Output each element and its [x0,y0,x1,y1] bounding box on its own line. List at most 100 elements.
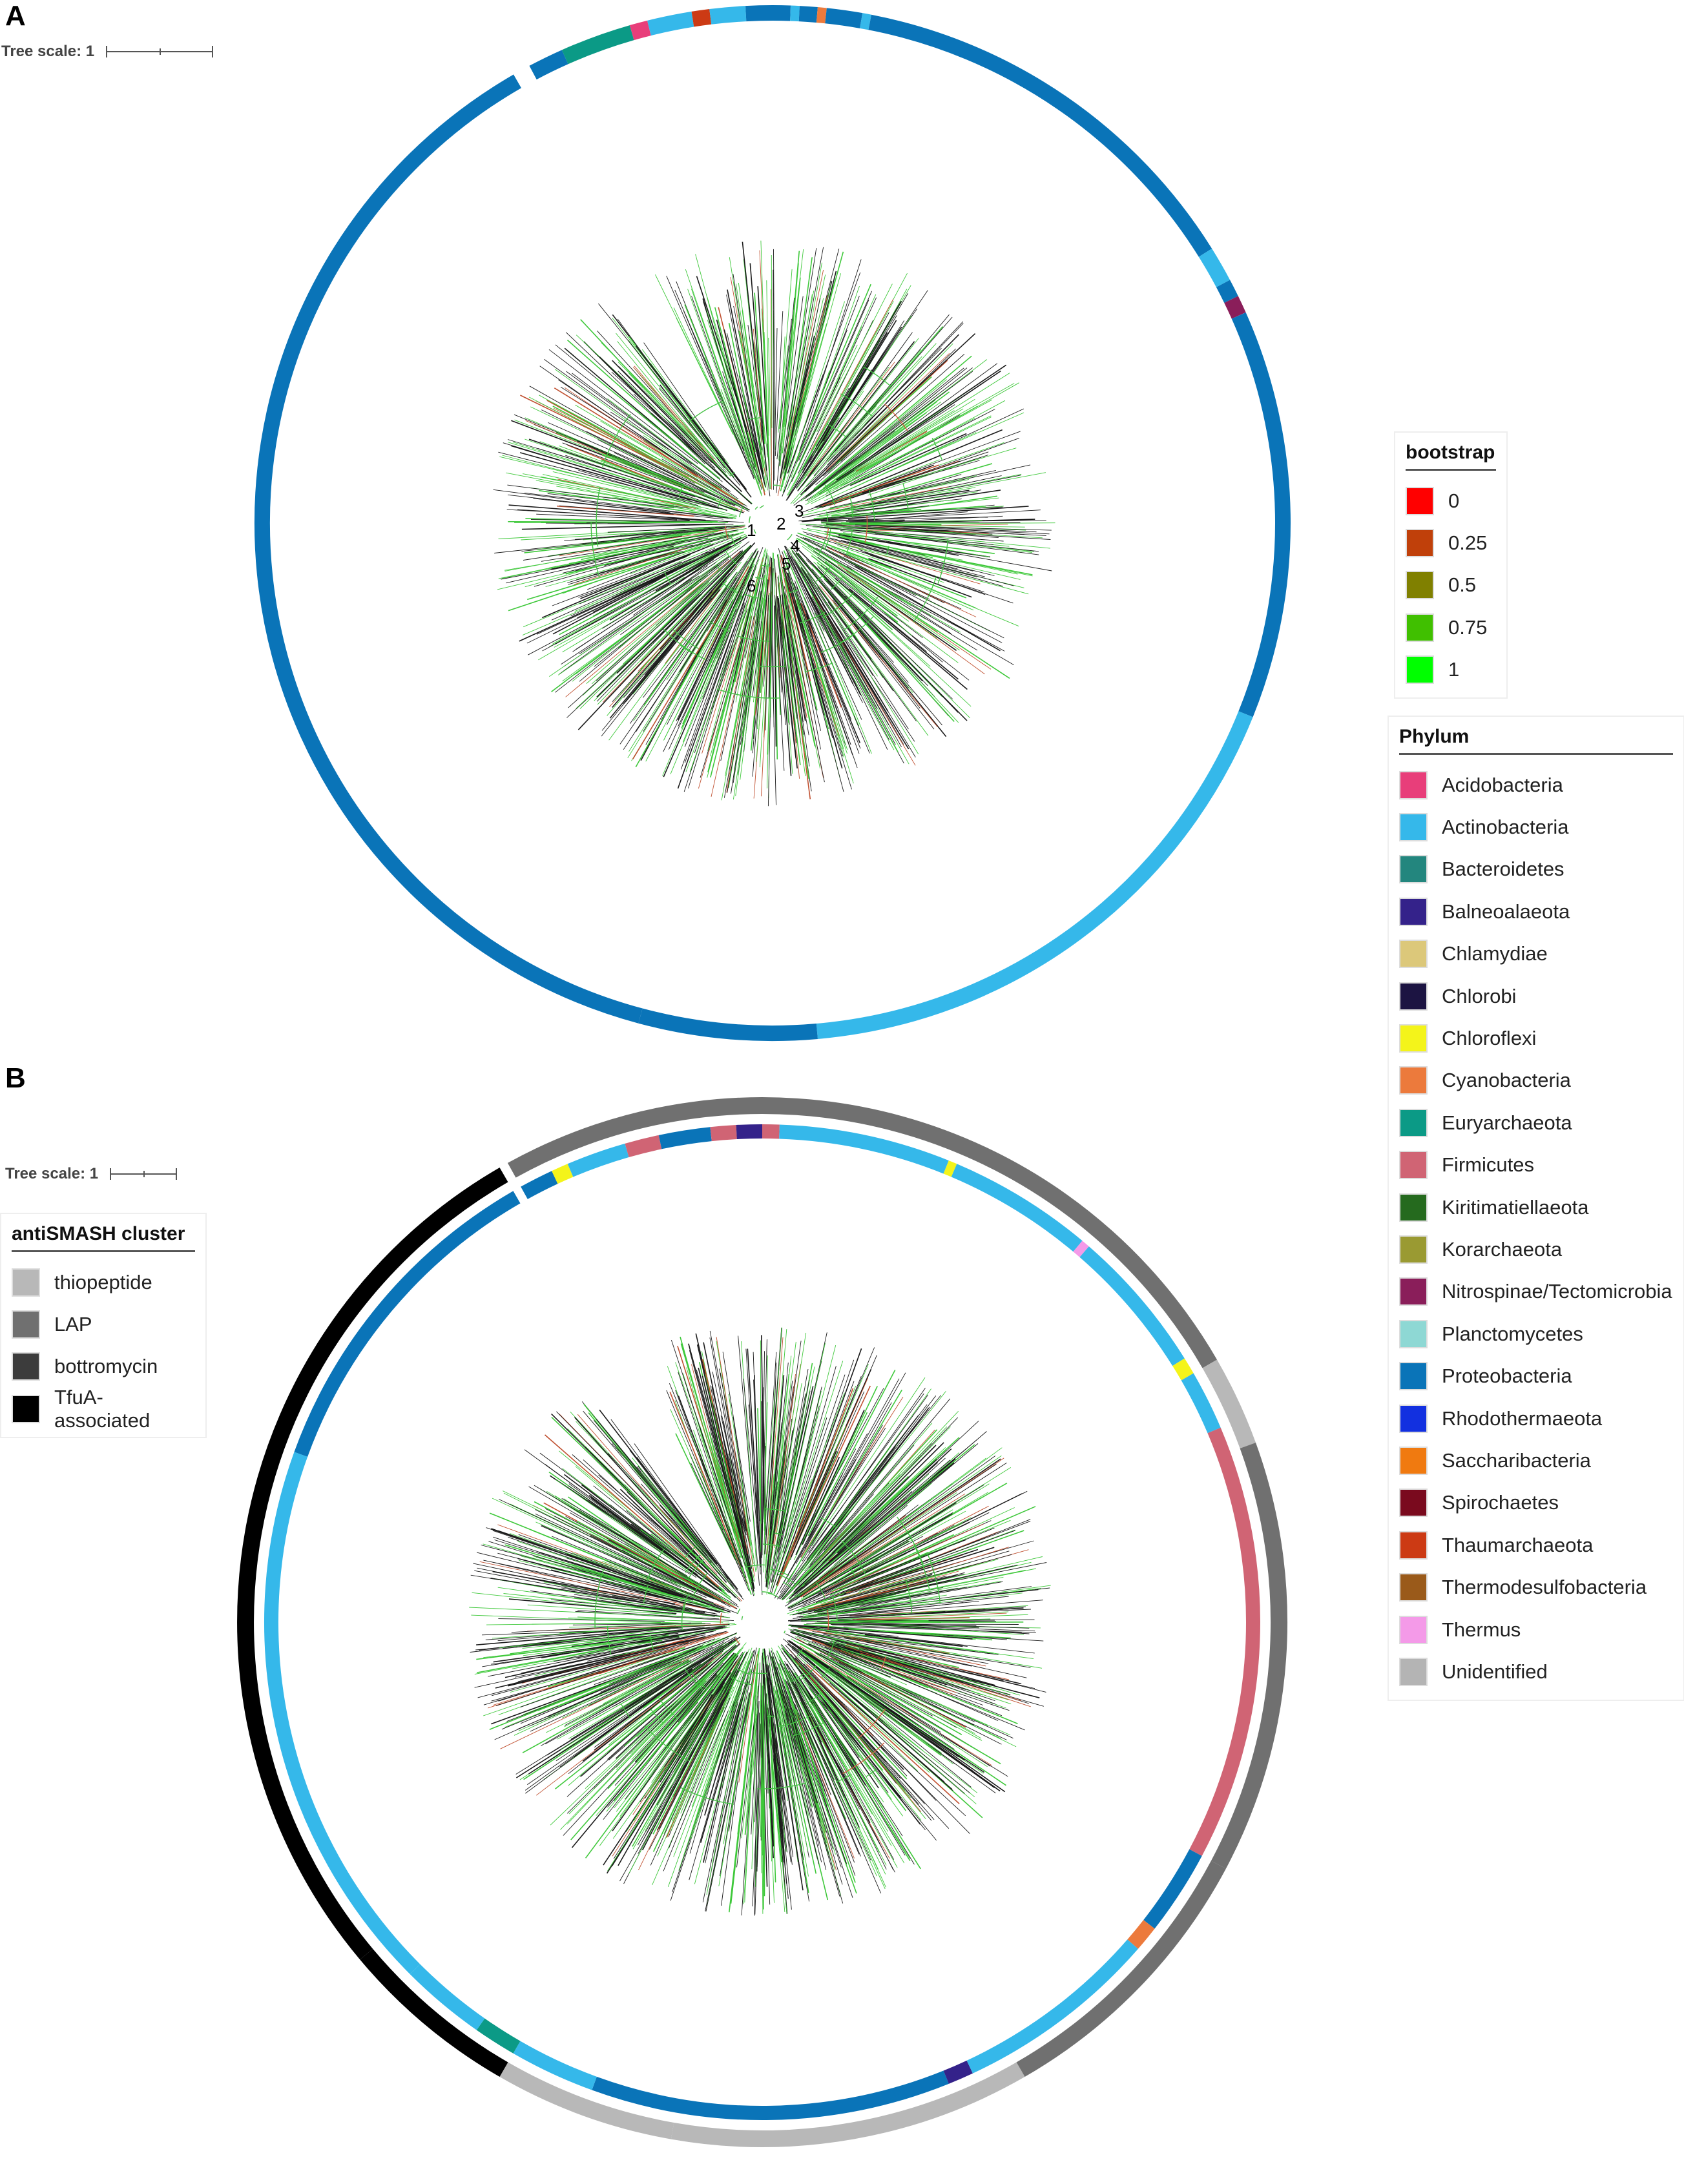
tree-branch-arc [840,1540,866,1575]
tree-branch-arc [647,1549,665,1581]
phylum-ring-segment [647,11,694,36]
phylum-ring-segment [951,1164,1083,1252]
legend-bootstrap-item: 0.5 [1406,564,1496,606]
tree-branch-arc [596,487,601,547]
tree-branch-arc [796,1648,804,1656]
antismash-ring-segment [360,1948,508,2077]
panel-b-label: B [5,1062,26,1094]
legend-phylum-item: Proteobacteria [1399,1355,1673,1397]
phylum-ring-segment [798,6,818,23]
phylum-ring-segment [567,1143,629,1177]
legend-bootstrap-item: 0.75 [1406,606,1496,648]
tree-branch-arc [840,393,873,417]
tree-branch-arc [749,516,751,523]
legend-phylum-title: Phylum [1399,726,1673,755]
tree-branch-arc [826,423,847,438]
legend-phylum-item: Korarchaeota [1399,1228,1673,1270]
tree-branch-arc [672,629,699,650]
node-number-5: 5 [782,554,791,573]
phylum-ring-segment [816,711,1253,1039]
tree-branch-arc [822,592,855,619]
tree-branch-arc [820,1516,837,1528]
phylum-ring-segment [1181,1373,1221,1434]
phylum-ring-segment [513,2041,597,2090]
tree-branch-arc [804,662,833,673]
tree-branch-arc [744,593,758,599]
antismash-ring-segment [499,2062,674,2139]
tree-branch-arc [846,530,853,553]
phylum-ring-segment [658,1127,712,1149]
phylum-ring-segment [1189,1427,1260,1856]
legend-swatch [1399,1530,1428,1560]
legend-phylum-item: Thermodesulfobacteria [1399,1566,1673,1608]
legend-swatch [1399,1489,1428,1518]
legend-phylum-item: Euryarchaeota [1399,1102,1673,1144]
legend-swatch [1399,940,1428,969]
legend-label: thiopeptide [54,1270,152,1293]
tree-branch-arc [753,529,756,534]
tree-branch-arc [800,612,826,623]
legend-bootstrap-item: 0 [1406,480,1496,522]
phylum-ring-segment [943,1160,957,1177]
legend-phylum-item: Saccharibacteria [1399,1439,1673,1481]
phylum-ring-segment [529,50,568,80]
antismash-ring-segment [1202,1359,1256,1448]
legend-swatch [1399,855,1428,884]
tree-branch-arc [684,1668,704,1691]
tree-branch-arc [820,634,854,653]
legend-phylum-item: Spirochaetes [1399,1482,1673,1524]
tree-branch-arc [759,505,764,509]
tree-branch-arc [735,1667,751,1674]
legend-label: Bacteroidetes [1442,858,1564,881]
legend-swatch [1399,1404,1428,1433]
tree-branch-arc [830,576,844,590]
tree-scale-a: Tree scale: 1 [1,43,214,61]
tree-branch-arc [777,1715,811,1727]
antismash-ring-segment [670,2062,1025,2147]
legend-swatch [1399,1235,1428,1264]
tree-branch-arc [725,526,729,539]
legend-swatch [1399,1615,1428,1644]
legend-swatch [1399,770,1428,799]
tree-branch-arc [784,1630,786,1634]
phylum-ring-segment [264,1452,421,1975]
phylum-ring-segment [1198,249,1231,287]
tree-branch-arc [734,1638,740,1645]
legend-bootstrap: bootstrap 0 0.25 0.5 0.75 1 [1394,431,1508,699]
tree-branch-arc [650,1635,654,1651]
tree-branch-arc [832,1596,838,1622]
tree-branch-arc [931,437,943,461]
tree-panel-b [237,1097,1288,2147]
tree-branch-arc [716,564,723,572]
phylum-ring-segment [625,1135,662,1157]
legend-label: Cyanobacteria [1442,1069,1571,1092]
legend-label: Chloroflexi [1442,1027,1537,1050]
legend-swatch [1406,613,1434,642]
tree-branch-arc [866,1768,877,1777]
legend-label: Thermus [1442,1618,1521,1641]
legend-swatch [1399,1277,1428,1306]
phylum-ring-segment [254,74,643,1024]
legend-swatch [1399,1151,1428,1180]
legend-label: Euryarchaeota [1442,1111,1572,1134]
tree-branch-arc [693,1572,708,1595]
legend-swatch [12,1310,40,1339]
node-number-1: 1 [747,520,756,540]
legend-label: 0.25 [1448,531,1488,555]
phylum-ring-segment [1127,1920,1155,1949]
panel-a-label: A [5,0,26,32]
antismash-ring-segment [237,1167,508,1960]
tree-branch-arc [685,1554,701,1573]
tree-scale-b: Tree scale: 1 [5,1165,178,1183]
phylum-ring-segment [825,8,863,28]
legend-label: bottromycin [54,1355,158,1378]
legend-swatch [1406,529,1434,558]
phylum-ring-segment [860,13,871,30]
legend-label: Unidentified [1442,1660,1548,1683]
phylum-ring-segment [868,14,1212,257]
tree-branch-arc [731,1677,752,1685]
tree-branch-arc [826,1641,835,1659]
legend-phylum: Phylum Acidobacteria Actinobacteria Bacter… [1388,716,1684,1701]
legend-antismash-item: thiopeptide [12,1261,195,1303]
legend-label: LAP [54,1313,92,1336]
